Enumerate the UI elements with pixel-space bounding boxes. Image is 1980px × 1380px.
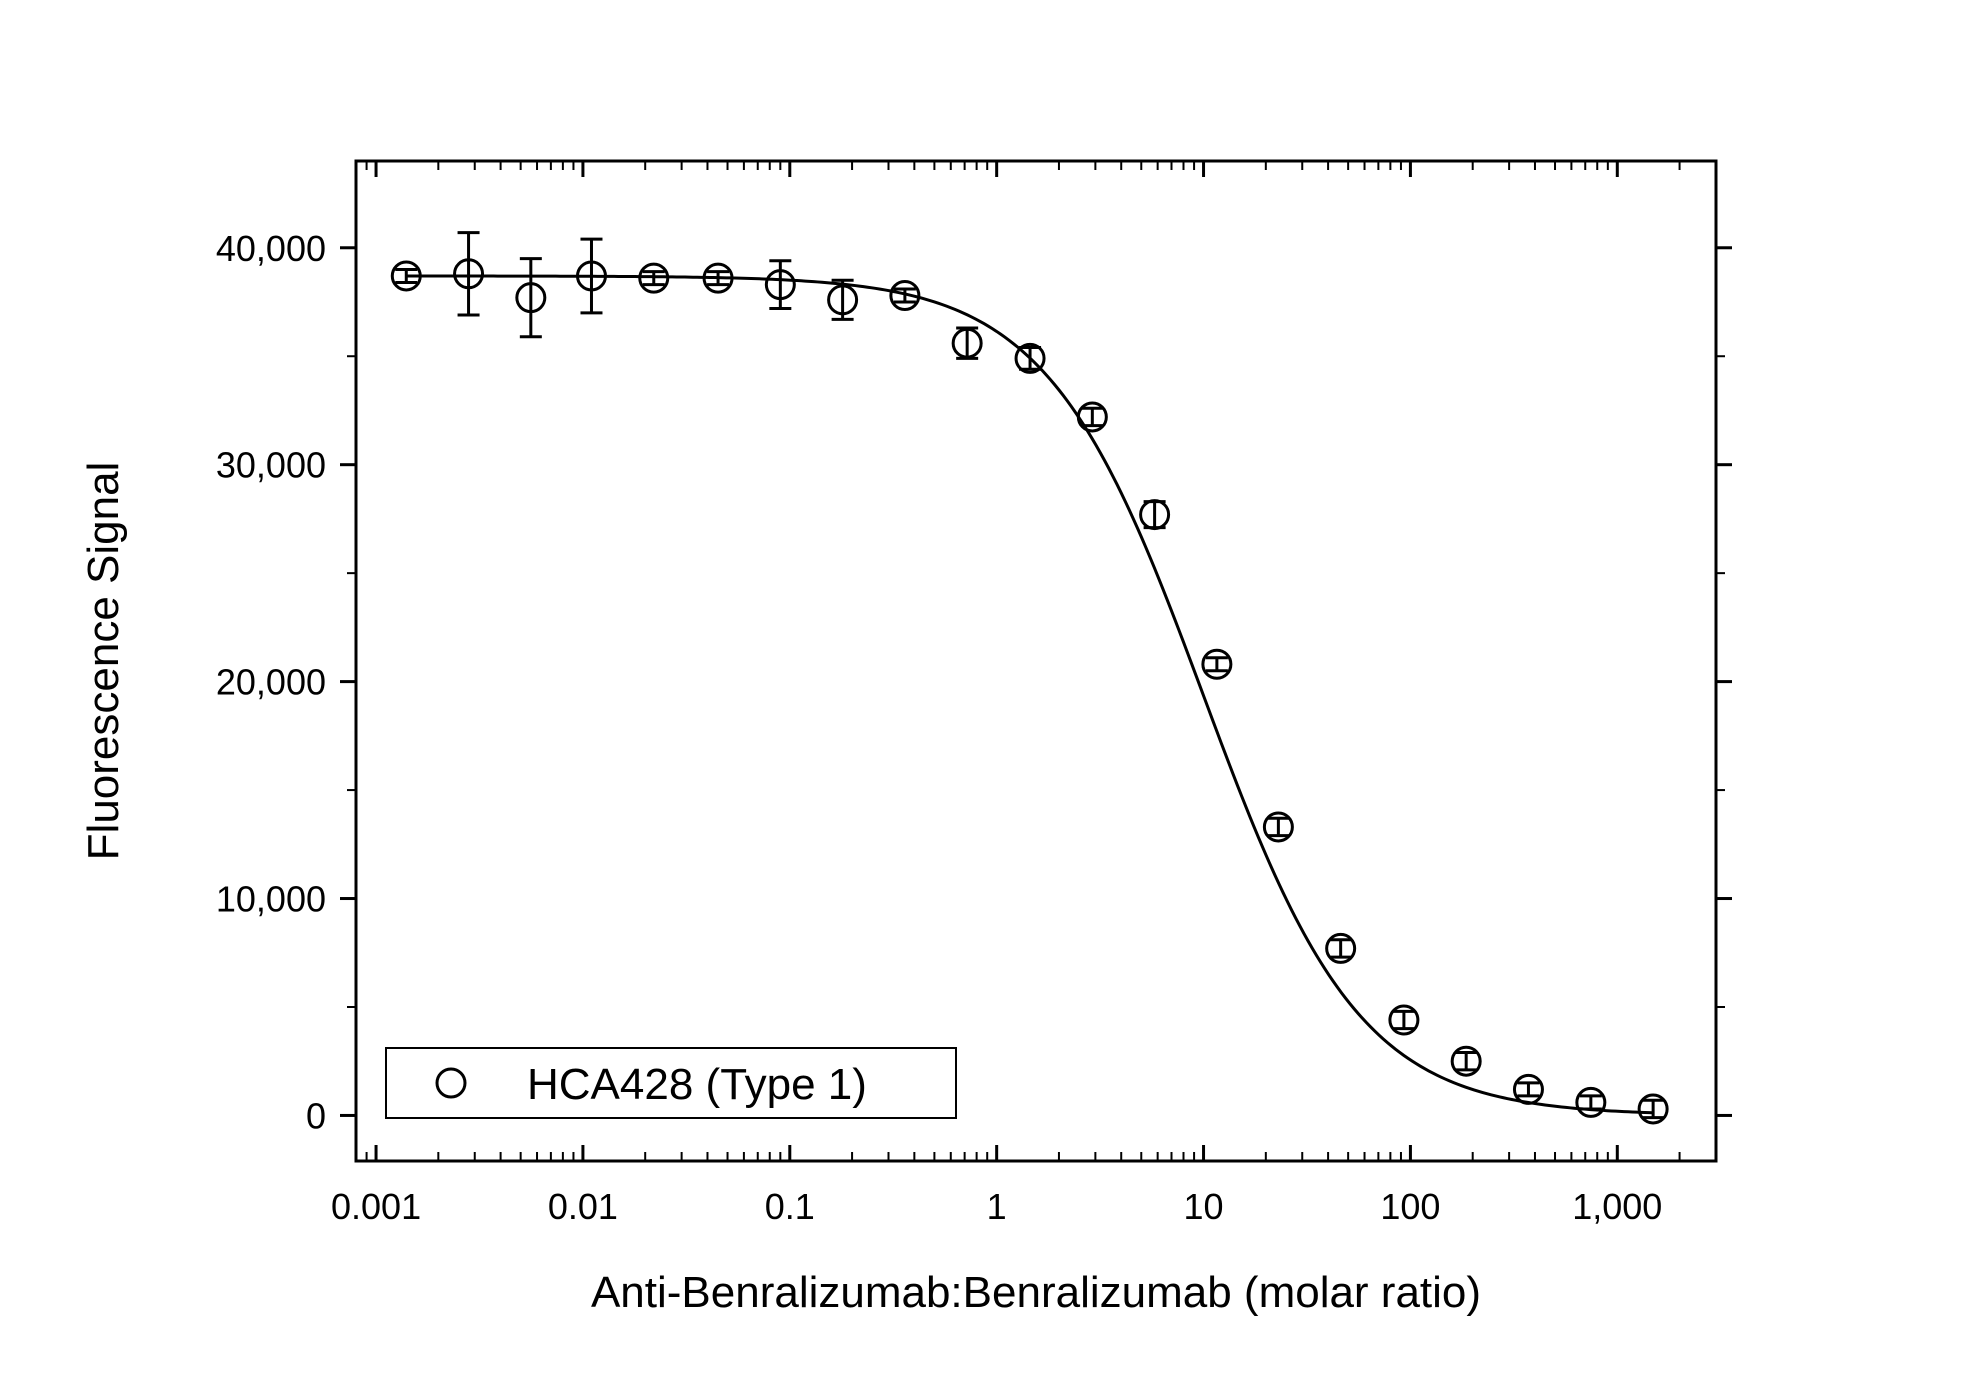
data-point: [638, 262, 670, 294]
x-tick-label: 1,000: [1572, 1186, 1662, 1227]
fit-curve: [406, 274, 1654, 1115]
point-marker: [1388, 1004, 1420, 1036]
point-marker: [1512, 1073, 1544, 1105]
data-point: [1575, 1086, 1607, 1118]
point-marker: [951, 327, 983, 359]
y-tick-label: 20,000: [216, 662, 326, 703]
point-marker: [575, 260, 607, 292]
y-tick-label: 10,000: [216, 879, 326, 920]
point-marker: [453, 258, 485, 290]
legend-marker-icon: [435, 1067, 467, 1099]
point-marker: [1637, 1093, 1669, 1125]
x-tick-label: 0.001: [331, 1186, 421, 1227]
x-tick-label: 0.1: [765, 1186, 815, 1227]
point-marker: [638, 262, 670, 294]
x-tick-label: 0.01: [548, 1186, 618, 1227]
point-marker: [515, 282, 547, 314]
data-point: [1325, 932, 1357, 964]
data-points-layer: [390, 231, 1669, 1125]
y-axis-title: Fluorescence Signal: [79, 462, 128, 861]
data-point: [889, 279, 921, 311]
data-point: [1637, 1093, 1669, 1125]
y-axis-ticks: 0 10,000 20,000 30,000 40,000: [216, 228, 1732, 1136]
data-point: [1201, 648, 1233, 680]
data-point: [764, 259, 796, 311]
fit-curve-layer: [406, 274, 1654, 1115]
data-point: [1014, 342, 1046, 374]
point-marker: [827, 284, 859, 316]
x-tick-label: 1: [987, 1186, 1007, 1227]
point-marker: [1201, 648, 1233, 680]
data-point: [702, 262, 734, 294]
x-axis-ticks: 0.001 0.01 0.1 1 10 100 1,000: [331, 161, 1681, 1227]
data-point: [1139, 499, 1171, 531]
x-tick-label: 10: [1184, 1186, 1224, 1227]
legend-box: [385, 1047, 957, 1119]
point-marker: [702, 262, 734, 294]
data-point: [827, 278, 859, 321]
legend: HCA428 (Type 1): [385, 1047, 957, 1119]
data-point: [515, 257, 547, 339]
data-point: [1262, 811, 1294, 843]
data-point: [1450, 1045, 1482, 1077]
data-point: [575, 237, 607, 315]
point-marker: [1076, 401, 1108, 433]
point-marker: [1014, 342, 1046, 374]
point-marker: [390, 260, 422, 292]
data-point: [1512, 1073, 1544, 1105]
point-marker: [889, 279, 921, 311]
point-marker: [1139, 499, 1171, 531]
point-marker: [1262, 811, 1294, 843]
x-tick-label: 100: [1380, 1186, 1440, 1227]
data-point: [951, 326, 983, 360]
data-point: [453, 231, 485, 317]
data-point: [1388, 1004, 1420, 1036]
y-tick-label: 0: [306, 1095, 326, 1136]
legend-label: HCA428 (Type 1): [527, 1060, 867, 1109]
data-point: [390, 260, 422, 292]
point-marker: [1450, 1045, 1482, 1077]
y-tick-label: 40,000: [216, 228, 326, 269]
plot-frame: [354, 159, 1718, 1163]
y-tick-label: 30,000: [216, 445, 326, 486]
point-marker: [1325, 932, 1357, 964]
point-marker: [764, 269, 796, 301]
x-axis-title: Anti-Benralizumab:Benralizumab (molar ra…: [591, 1268, 1481, 1317]
point-marker: [1575, 1086, 1607, 1118]
data-point: [1076, 401, 1108, 433]
